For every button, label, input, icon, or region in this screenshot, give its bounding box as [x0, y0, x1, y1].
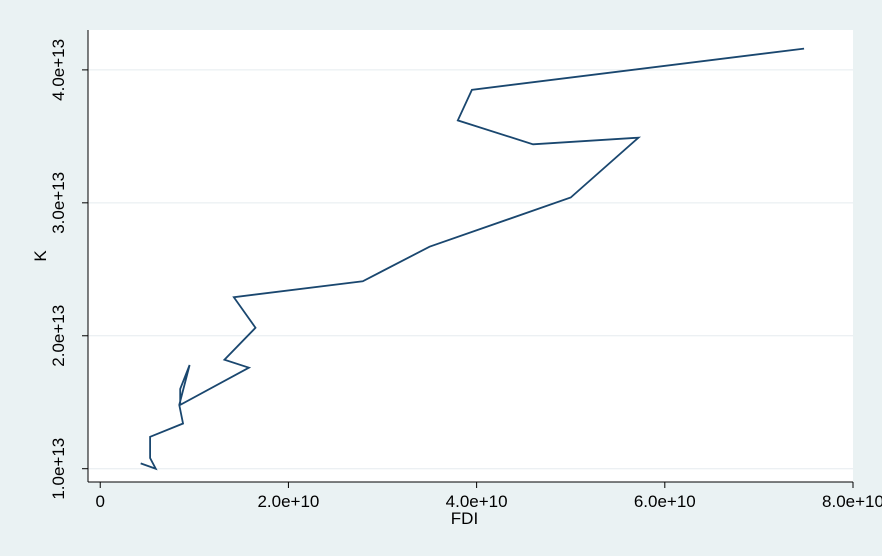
series-line [140, 47, 805, 471]
x-axis-title: FDI [451, 509, 478, 528]
plot-area [88, 30, 853, 482]
x-tick-label: 8.0e+10 [822, 492, 882, 511]
series-layer [140, 47, 805, 471]
y-tick-label: 2.0e+13 [49, 305, 68, 367]
y-tick-label: 1.0e+13 [49, 438, 68, 500]
x-tick-label: 0 [95, 492, 104, 511]
x-tick-label: 6.0e+10 [634, 492, 696, 511]
y-tick-label: 4.0e+13 [49, 39, 68, 101]
grid-lines [88, 69, 853, 470]
y-tick-label: 3.0e+13 [49, 172, 68, 234]
axis-ticks: 1.0e+13 2.0e+13 3.0e+13 4.0e+13 0 2.0e+10 4.0e… [49, 39, 882, 511]
y-axis-title: K [31, 250, 50, 262]
x-tick-label: 4.0e+10 [446, 492, 508, 511]
x-tick-label: 2.0e+10 [257, 492, 319, 511]
axes [87, 30, 853, 483]
